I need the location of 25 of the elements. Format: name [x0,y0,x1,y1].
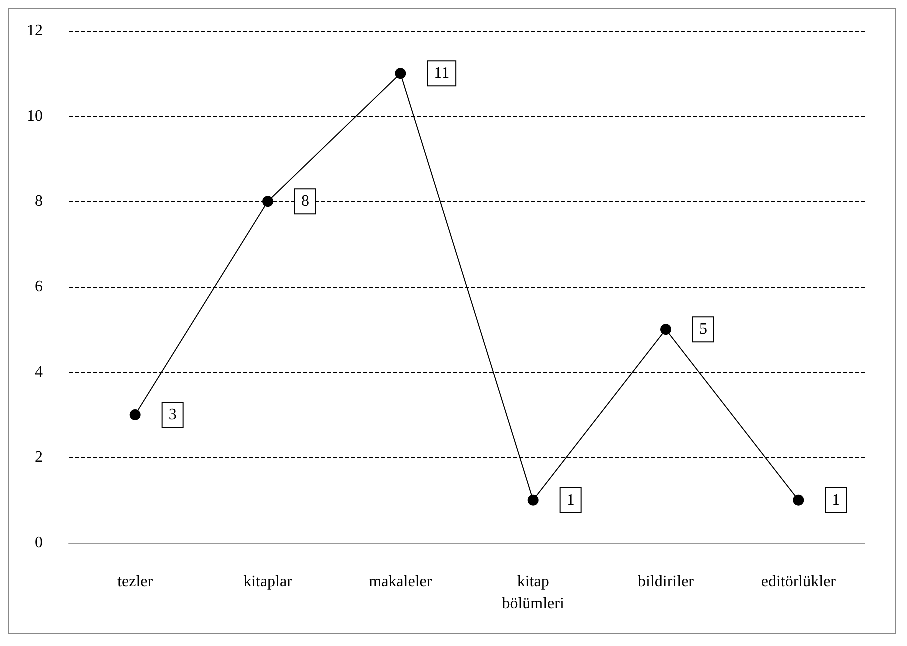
y-tick-label: 2 [35,449,43,466]
data-label: 1 [832,492,840,509]
point [793,494,804,506]
point [262,196,274,208]
point [130,410,141,420]
x-tick-label: kitap bölümleri [502,574,565,612]
y-tick-label: 6 [35,278,43,296]
y-tick-label: 12 [27,22,43,40]
data-label: 1 [566,492,575,509]
x-tick-label: bildiriler [638,574,695,590]
data-label: 5 [700,321,708,338]
y-tick-label: 4 [35,364,43,381]
data-label: 11 [434,65,450,82]
x-tick-label: tezler [118,574,154,590]
point [528,494,539,506]
data-label: 8 [302,193,310,210]
point [395,68,406,80]
x-tick-label: kitaplar [244,574,294,590]
x-tick-label: makaleler [369,574,433,590]
y-tick-label: 0 [35,534,43,552]
point [660,324,672,336]
x-tick-label: editörlükler [761,574,837,590]
data-label: 3 [168,406,177,424]
y-tick-label: 8 [35,193,43,210]
y-tick-label: 10 [27,108,43,125]
